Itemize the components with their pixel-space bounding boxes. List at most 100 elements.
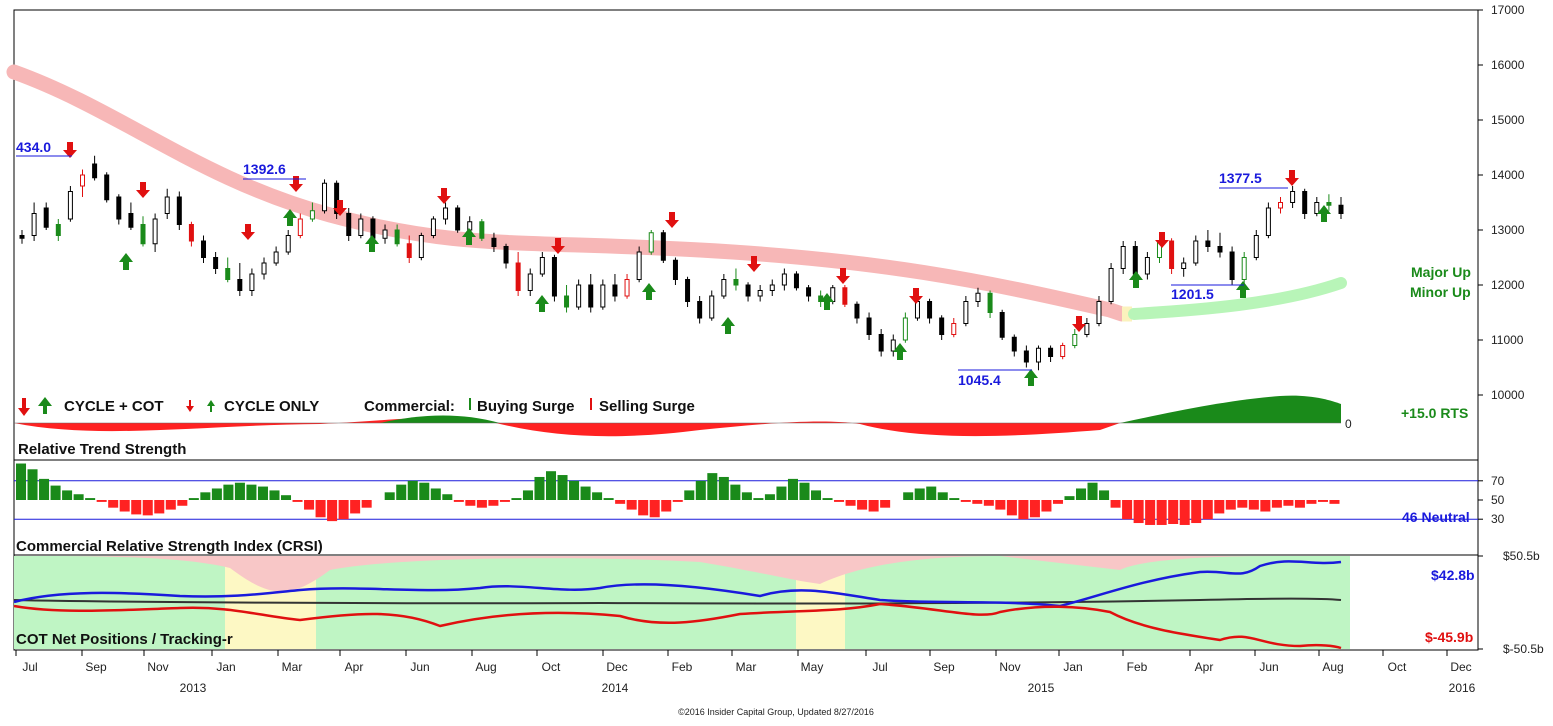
x-tick-label: Sep (85, 660, 107, 674)
annotation-1392: 1392.6 (243, 161, 286, 177)
candle-body (1132, 246, 1138, 275)
crsi-bar (903, 492, 914, 500)
candle-body (479, 221, 485, 239)
crsi-bar (62, 490, 73, 500)
crsi-bar (39, 478, 50, 500)
candle-body (1265, 207, 1271, 236)
candle-body (1277, 202, 1283, 209)
crsi-bar (177, 500, 188, 506)
crsi-bar (281, 495, 292, 500)
buy-arrow-icon (1317, 205, 1331, 222)
candle-body (842, 287, 848, 305)
candle-body (1084, 323, 1090, 335)
candles (19, 155, 1344, 371)
candle-body (672, 259, 678, 280)
crsi-bar (200, 492, 211, 500)
crsi-bar (50, 485, 61, 500)
crsi-bar (96, 500, 107, 502)
crsi-bar (626, 500, 637, 510)
candle-body (43, 207, 49, 228)
crsi-bar (569, 480, 580, 500)
candle-body (1120, 246, 1126, 269)
candle-body (636, 251, 642, 280)
crsi-bar (811, 490, 822, 500)
candle-body (1011, 336, 1017, 352)
cot-tick-label: $-50.5b (1503, 642, 1544, 656)
crsi-bar (361, 500, 372, 508)
crsi-bar (522, 490, 533, 500)
crsi-bar (350, 500, 361, 514)
candle-body (975, 292, 981, 302)
crsi-bar (108, 500, 119, 508)
buy-arrow-icon (283, 209, 297, 226)
candle-body (1060, 345, 1066, 357)
candle-body (67, 191, 73, 220)
rts-negative-area (14, 417, 1120, 437)
crsi-bar (960, 500, 971, 502)
candle-body (31, 213, 37, 236)
annotation-1201: 1201.5 (1171, 286, 1214, 302)
candle-body (334, 182, 340, 214)
candle-body (309, 210, 315, 220)
crsi-tick-label: 70 (1491, 474, 1505, 488)
candle-body (951, 323, 957, 335)
selling-surge-marker (590, 398, 592, 410)
moving-averages (6, 64, 1347, 322)
buy-arrow-icon (535, 295, 549, 312)
crsi-bar (85, 498, 96, 500)
x-tick-label: Sep (933, 660, 955, 674)
cycle-only-sell-arrow-icon (186, 400, 194, 412)
candle-body (418, 235, 424, 258)
candle-body (781, 273, 787, 286)
x-axis: Jul Sep Nov Jan Mar Apr Jun Aug Oct Dec Feb Mar May J… (15, 650, 1476, 695)
candle-body (1326, 202, 1332, 206)
cot-bg-pink (14, 556, 1280, 592)
rts-value: +15.0 RTS (1401, 405, 1468, 421)
crsi-bar (315, 500, 326, 518)
crsi-bar (465, 500, 476, 506)
cot-small-traders-line (13, 597, 1342, 605)
crsi-bar (764, 494, 775, 500)
major-trend-line (6, 64, 1130, 322)
crsi-bar (983, 500, 994, 506)
crsi-bar (684, 490, 695, 500)
x-tick-label: Apr (345, 660, 364, 674)
crsi-bar (649, 500, 660, 518)
candle-body (80, 174, 86, 187)
crsi-bar (534, 476, 545, 500)
crsi-bar (799, 482, 810, 500)
rts-positive-area (380, 415, 500, 423)
crsi-bar (1329, 500, 1340, 504)
crsi-bar (27, 469, 38, 500)
crsi-bar (845, 500, 856, 506)
crsi-bar (672, 500, 683, 502)
buy-arrow-icon (1024, 369, 1038, 386)
cycle-only-buy-arrow-icon (207, 400, 215, 412)
crsi-bar (119, 500, 130, 512)
candle-body (455, 207, 461, 231)
y-tick-label: 10000 (1491, 388, 1525, 402)
crsi-bar (718, 476, 729, 500)
candle-body (878, 334, 884, 352)
candle-body (600, 284, 606, 308)
crsi-bar (592, 492, 603, 500)
year-label: 2016 (1449, 681, 1476, 695)
crsi-bar (1283, 500, 1294, 506)
rts-positive-area (1120, 395, 1341, 423)
candle-body (576, 284, 582, 308)
sell-arrow-icon (437, 188, 451, 204)
year-label: 2013 (180, 681, 207, 695)
sell-arrow-icon (136, 182, 150, 198)
x-tick-label: Oct (542, 660, 561, 674)
legend-cycle-cot: CYCLE + COT (64, 398, 164, 415)
candle-body (1108, 268, 1114, 302)
candle-body (527, 273, 533, 291)
candle-body (443, 207, 449, 220)
y-tick-label: 12000 (1491, 278, 1525, 292)
copyright: ©2016 Insider Capital Group, Updated 8/2… (678, 707, 874, 717)
x-tick-label: Mar (282, 660, 303, 674)
candle-body (769, 284, 775, 291)
crsi-bar (615, 500, 626, 504)
crsi-bar (603, 498, 614, 500)
sell-arrow-icon (836, 268, 850, 284)
